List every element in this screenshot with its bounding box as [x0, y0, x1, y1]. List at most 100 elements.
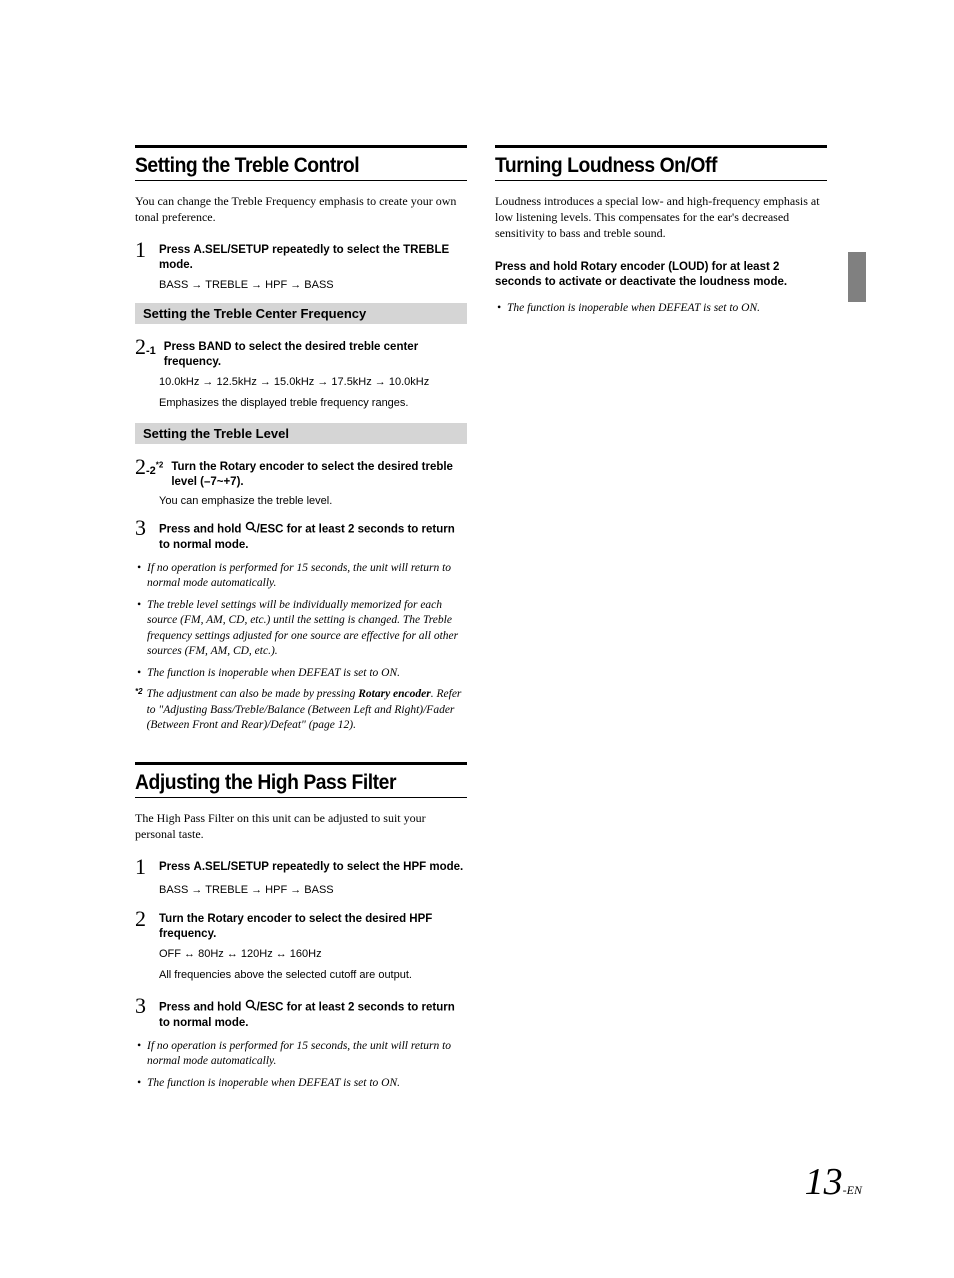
step-number: 1 [135, 856, 151, 878]
section-rule [135, 762, 467, 765]
step-text-pre: Press and hold [159, 523, 245, 535]
step-3: 3 Press and hold /ESC for at least 2 sec… [135, 517, 467, 553]
section-title-loudness: Turning Loudness On/Off [495, 154, 800, 178]
step-text-pre: Press [159, 861, 194, 873]
bullet-item: • The function is inoperable when DEFEAT … [497, 301, 827, 317]
step-text-bold: A.SEL/SETUP [194, 861, 269, 873]
bullet-item: • The function is inoperable when DEFEAT … [137, 666, 467, 682]
step-number: 2 [135, 908, 151, 942]
bullet-list: •If no operation is performed for 15 sec… [137, 561, 467, 682]
step-body: Press BAND to select the desired treble … [164, 336, 467, 370]
section-underline [135, 797, 467, 798]
step-body: Turn the Rotary encoder to select the de… [159, 908, 467, 942]
intro-text: Loudness introduces a special low- and h… [495, 193, 827, 242]
step-text-pre: Press and hold [159, 1001, 245, 1013]
bullet-text: The function is inoperable when DEFEAT i… [147, 666, 400, 682]
bullet-mark: • [137, 1076, 141, 1092]
step-text-bold: BAND [198, 341, 231, 353]
subsection-center-freq: Setting the Treble Center Frequency [135, 303, 467, 324]
step-body: Turn the Rotary encoder to select the de… [171, 456, 467, 490]
step-text-pre: Press [159, 244, 194, 256]
step-number-suffix: -2 [146, 465, 156, 477]
step-number-compound: 2-2*2 [135, 456, 163, 490]
step-number-main: 2 [135, 334, 146, 359]
flow-sequence: BASS → TREBLE → HPF → BASS [159, 279, 467, 291]
flow-sequence: 10.0kHz → 12.5kHz → 15.0kHz → 17.5kHz → … [159, 376, 467, 388]
left-column: Setting the Treble Control You can chang… [135, 145, 467, 1097]
flow-sequence: OFF ↔ 80Hz ↔ 120Hz ↔ 160Hz [159, 948, 467, 960]
bullet-text: The treble level settings will be indivi… [147, 598, 467, 660]
step-number-suffix: -1 [146, 345, 156, 357]
note-text: Emphasizes the displayed treble frequenc… [159, 396, 467, 411]
step-body: Press A.SEL/SETUP repeatedly to select t… [159, 239, 467, 273]
step-number-main: 2 [135, 454, 146, 479]
bullet-item: • The function is inoperable when DEFEAT … [137, 1076, 467, 1092]
hold-instruction: Press and hold Rotary encoder (LOUD) for… [495, 256, 827, 291]
page-content: Setting the Treble Control You can chang… [0, 0, 954, 1157]
step-number: 3 [135, 517, 151, 553]
step-text-pre: Press [164, 341, 199, 353]
step-number: 1 [135, 239, 151, 273]
bullet-mark: • [137, 598, 141, 660]
footnote: *2 The adjustment can also be made by pr… [135, 687, 467, 734]
spacer [135, 734, 467, 762]
step-text-post: repeatedly to select the HPF mode. [269, 861, 463, 873]
step-text-bold: /ESC [257, 523, 284, 535]
bullet-mark: • [137, 1039, 141, 1070]
section-rule [135, 145, 467, 148]
step-text-bold: A.SEL/SETUP [194, 244, 269, 256]
step-3: 3 Press and hold /ESC for at least 2 sec… [135, 995, 467, 1031]
bullet-list: •If no operation is performed for 15 sec… [137, 1039, 467, 1092]
bullet-mark: • [137, 561, 141, 592]
step-2-2: 2-2*2 Turn the Rotary encoder to select … [135, 456, 467, 490]
bullet-list: • The function is inoperable when DEFEAT … [497, 301, 827, 317]
step-2: 2 Turn the Rotary encoder to select the … [135, 908, 467, 942]
hold-bold: Rotary encoder (LOUD) [581, 261, 709, 273]
footnote-mark: *2 [135, 687, 143, 734]
right-column: Turning Loudness On/Off Loudness introdu… [495, 145, 827, 1097]
step-1: 1 Press A.SEL/SETUP repeatedly to select… [135, 239, 467, 273]
bullet-item: •If no operation is performed for 15 sec… [137, 561, 467, 592]
step-1: 1 Press A.SEL/SETUP repeatedly to select… [135, 856, 467, 878]
section-underline [495, 180, 827, 181]
intro-text: You can change the Treble Frequency emph… [135, 193, 467, 225]
bullet-mark: • [137, 666, 141, 682]
step-number: 3 [135, 995, 151, 1031]
magnify-icon [245, 521, 257, 538]
footnote-bold: Rotary encoder [358, 688, 431, 700]
step-2-1: 2-1 Press BAND to select the desired tre… [135, 336, 467, 370]
note-text: You can emphasize the treble level. [159, 494, 467, 509]
step-text-pre: Turn the [171, 461, 219, 473]
page-number-value: 13 [805, 1161, 843, 1203]
bullet-text: The function is inoperable when DEFEAT i… [507, 301, 760, 317]
bullet-text: If no operation is performed for 15 seco… [147, 1039, 467, 1070]
step-body: Press and hold /ESC for at least 2 secon… [159, 517, 467, 553]
note-text: All frequencies above the selected cutof… [159, 968, 467, 983]
step-body: Press A.SEL/SETUP repeatedly to select t… [159, 856, 467, 878]
bullet-item: •The treble level settings will be indiv… [137, 598, 467, 660]
step-body: Press and hold /ESC for at least 2 secon… [159, 995, 467, 1031]
step-text-pre: Turn the [159, 913, 207, 925]
step-text-bold: /ESC [257, 1001, 284, 1013]
bullet-text: The function is inoperable when DEFEAT i… [147, 1076, 400, 1092]
step-text-bold: Rotary encoder [207, 913, 291, 925]
footnote-body: The adjustment can also be made by press… [147, 687, 467, 734]
section-title-hpf: Adjusting the High Pass Filter [135, 771, 440, 795]
intro-text: The High Pass Filter on this unit can be… [135, 810, 467, 842]
hold-pre: Press and hold [495, 261, 581, 273]
magnify-icon [245, 999, 257, 1016]
bullet-mark: • [497, 301, 501, 317]
subsection-treble-level: Setting the Treble Level [135, 423, 467, 444]
bullet-item: •If no operation is performed for 15 sec… [137, 1039, 467, 1070]
section-title-treble: Setting the Treble Control [135, 154, 440, 178]
side-tab [848, 252, 866, 302]
section-rule [495, 145, 827, 148]
footnote-pre: The adjustment can also be made by press… [147, 688, 359, 700]
page-number: 13-EN [805, 1160, 862, 1204]
page-number-suffix: -EN [843, 1183, 862, 1197]
step-number-compound: 2-1 [135, 336, 156, 370]
step-superscript: *2 [156, 461, 164, 470]
flow-sequence: BASS → TREBLE → HPF → BASS [159, 884, 467, 896]
section-underline [135, 180, 467, 181]
step-text-bold: Rotary encoder [220, 461, 304, 473]
